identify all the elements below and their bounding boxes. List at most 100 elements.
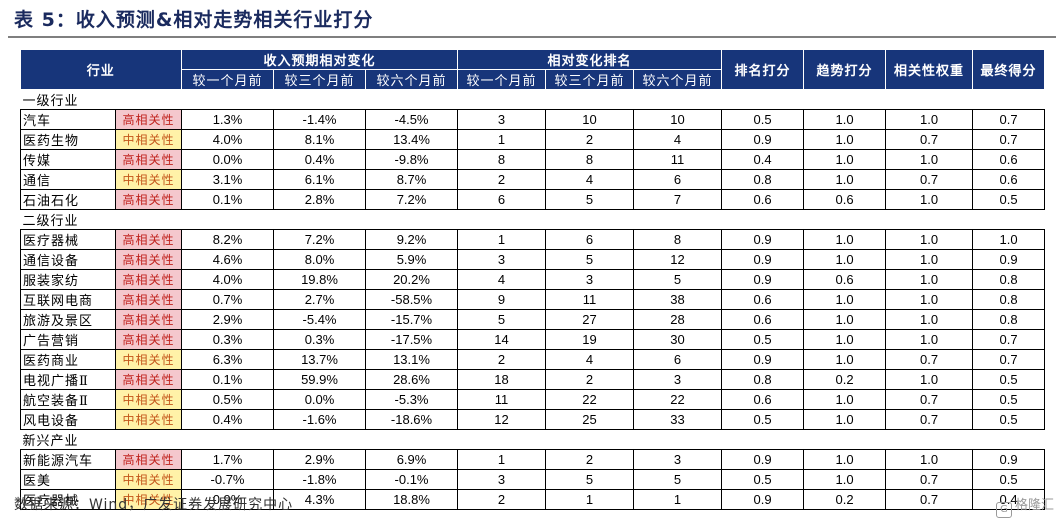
rev-3m-cell: -1.6% [273, 409, 367, 430]
rank-score-cell: 0.8 [721, 169, 805, 190]
industry-name-cell: 互联网电商 [20, 289, 116, 310]
rev-3m-cell: 59.9% [273, 369, 367, 390]
industry-name-cell: 医药生物 [20, 129, 116, 150]
section-row: 新兴产业 [20, 429, 1045, 450]
rev-1m-cell: 4.0% [181, 129, 275, 150]
rev-6m-cell: 13.4% [365, 129, 459, 150]
rank-3m-cell: 2 [545, 369, 635, 390]
rev-6m-cell: -0.1% [365, 469, 459, 490]
rank-1m-cell: 12 [457, 409, 547, 430]
rank-score-cell: 0.9 [721, 489, 805, 510]
final-score-cell: 0.8 [972, 269, 1046, 290]
rank-6m-cell: 12 [633, 249, 723, 270]
header-industry: 行业 [20, 50, 183, 90]
rev-1m-cell: 0.5% [181, 389, 275, 410]
trend-score-cell: 0.6 [803, 269, 887, 290]
correlation-tag-cell: 中相关性 [114, 129, 183, 150]
rank-6m-cell: 1 [633, 489, 723, 510]
rev-6m-cell: 9.2% [365, 229, 459, 250]
section-label: 二级行业 [20, 209, 1045, 230]
rev-1m-cell: 0.1% [181, 189, 275, 210]
final-score-cell: 0.7 [972, 349, 1046, 370]
correlation-tag-cell: 高相关性 [114, 189, 183, 210]
rank-score-cell: 0.5 [721, 109, 805, 130]
table-row: 新能源汽车 高相关性 1.7% 2.9% 6.9% 1 2 3 0.9 1.0 1.0 0.9 [20, 449, 1046, 470]
table-row: 互联网电商 高相关性 0.7% 2.7% -58.5% 9 11 38 0.6 1.0 1.0 0.8 [20, 289, 1046, 310]
section-row: 二级行业 [20, 209, 1045, 230]
header-rank-score: 排名打分 [721, 50, 805, 90]
industry-name-cell: 通信设备 [20, 249, 116, 270]
rank-3m-cell: 8 [545, 149, 635, 170]
correlation-tag-cell: 中相关性 [114, 409, 183, 430]
rank-3m-cell: 11 [545, 289, 635, 310]
rank-6m-cell: 5 [633, 269, 723, 290]
table-row: 医药商业 中相关性 6.3% 13.7% 13.1% 2 4 6 0.9 1.0 0.7 0.7 [20, 349, 1046, 370]
rank-1m-cell: 3 [457, 469, 547, 490]
final-score-cell: 0.7 [972, 329, 1046, 350]
rev-1m-cell: 6.3% [181, 349, 275, 370]
header-rev-1m: 较一个月前 [181, 69, 275, 90]
rank-score-cell: 0.9 [721, 349, 805, 370]
rank-3m-cell: 6 [545, 229, 635, 250]
rank-1m-cell: 1 [457, 229, 547, 250]
final-score-cell: 0.5 [972, 409, 1046, 430]
rank-3m-cell: 4 [545, 169, 635, 190]
rev-6m-cell: -9.8% [365, 149, 459, 170]
corr-weight-cell: 1.0 [885, 289, 974, 310]
rank-1m-cell: 18 [457, 369, 547, 390]
correlation-tag-cell: 高相关性 [114, 109, 183, 130]
correlation-tag-cell: 中相关性 [114, 489, 183, 510]
rank-6m-cell: 11 [633, 149, 723, 170]
rank-1m-cell: 1 [457, 129, 547, 150]
rev-6m-cell: 5.9% [365, 249, 459, 270]
industry-name-cell: 通信 [20, 169, 116, 190]
table-row: 通信设备 高相关性 4.6% 8.0% 5.9% 3 5 12 0.9 1.0 1.0 0.9 [20, 249, 1046, 270]
rev-6m-cell: -15.7% [365, 309, 459, 330]
rank-1m-cell: 3 [457, 249, 547, 270]
rank-6m-cell: 38 [633, 289, 723, 310]
header-corr-weight: 相关性权重 [885, 50, 974, 90]
correlation-tag-cell: 中相关性 [114, 349, 183, 370]
rev-3m-cell: 2.8% [273, 189, 367, 210]
trend-score-cell: 1.0 [803, 169, 887, 190]
corr-weight-cell: 0.7 [885, 469, 974, 490]
trend-score-cell: 1.0 [803, 329, 887, 350]
trend-score-cell: 0.2 [803, 369, 887, 390]
rank-3m-cell: 5 [545, 189, 635, 210]
industry-name-cell: 医疗器械 [20, 489, 116, 510]
rank-3m-cell: 27 [545, 309, 635, 330]
table-row: 医美 中相关性 -0.7% -1.8% -0.1% 3 5 5 0.5 1.0 0.7 0.5 [20, 469, 1046, 490]
rev-6m-cell: -4.5% [365, 109, 459, 130]
table-row: 传媒 高相关性 0.0% 0.4% -9.8% 8 8 11 0.4 1.0 1.0 0.6 [20, 149, 1046, 170]
rev-3m-cell: 13.7% [273, 349, 367, 370]
rev-1m-cell: 0.4% [181, 409, 275, 430]
table-row: 医药生物 中相关性 4.0% 8.1% 13.4% 1 2 4 0.9 1.0 0.7 0.7 [20, 129, 1046, 150]
industry-name-cell: 新能源汽车 [20, 449, 116, 470]
correlation-tag-cell: 高相关性 [114, 229, 183, 250]
industry-name-cell: 石油石化 [20, 189, 116, 210]
rev-1m-cell: 0.7% [181, 289, 275, 310]
final-score-cell: 0.6 [972, 149, 1046, 170]
rank-score-cell: 0.4 [721, 149, 805, 170]
correlation-tag-cell: 高相关性 [114, 329, 183, 350]
header-rev-3m: 较三个月前 [273, 69, 367, 90]
table-title: 表 5：收入预测&相对走势相关行业打分 [14, 9, 374, 31]
industry-name-cell: 医药商业 [20, 349, 116, 370]
corr-weight-cell: 1.0 [885, 109, 974, 130]
source-note: 数据来源：Wind，广发证券发展研究中心 [14, 497, 294, 513]
corr-weight-cell: 0.7 [885, 389, 974, 410]
rank-score-cell: 0.6 [721, 189, 805, 210]
rev-1m-cell: 0.0% [181, 149, 275, 170]
rank-1m-cell: 9 [457, 289, 547, 310]
header-rank-6m: 较六个月前 [633, 69, 723, 90]
table-row: 风电设备 中相关性 0.4% -1.6% -18.6% 12 25 33 0.5 1.0 0.7 0.… [20, 409, 1046, 430]
corr-weight-cell: 1.0 [885, 369, 974, 390]
trend-score-cell: 0.2 [803, 489, 887, 510]
rank-1m-cell: 5 [457, 309, 547, 330]
table-row: 汽车 高相关性 1.3% -1.4% -4.5% 3 10 10 0.5 1.0 1.0 0.7 [20, 109, 1046, 130]
table-row: 通信 中相关性 3.1% 6.1% 8.7% 2 4 6 0.8 1.0 0.7 0.6 [20, 169, 1046, 190]
table-row: 旅游及景区 高相关性 2.9% -5.4% -15.7% 5 27 28 0.6 1.0 1.0 0.… [20, 309, 1046, 330]
rev-3m-cell: 2.7% [273, 289, 367, 310]
rev-1m-cell: 4.6% [181, 249, 275, 270]
rev-6m-cell: -5.3% [365, 389, 459, 410]
